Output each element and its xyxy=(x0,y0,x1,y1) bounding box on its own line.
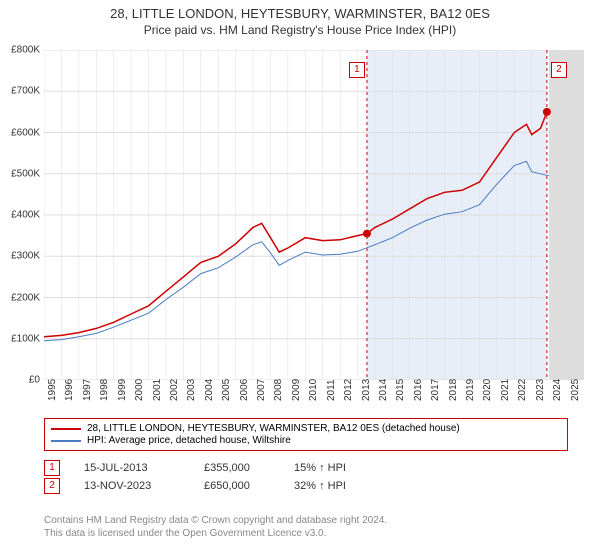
x-tick-label: 1999 xyxy=(117,379,128,401)
y-tick-label: £800K xyxy=(0,45,40,56)
y-tick-label: £700K xyxy=(0,86,40,97)
sale-row: 1 15-JUL-2013£355,00015% ↑ HPI xyxy=(44,460,414,476)
y-tick-label: £600K xyxy=(0,127,40,138)
x-tick-label: 2020 xyxy=(482,379,493,401)
x-tick-label: 1998 xyxy=(99,379,110,401)
sale-marker: 1 xyxy=(349,62,365,78)
plot-svg xyxy=(44,50,584,380)
x-tick-label: 2006 xyxy=(239,379,250,401)
x-tick-label: 2016 xyxy=(413,379,424,401)
x-tick-label: 2011 xyxy=(326,379,337,401)
sale-price: £650,000 xyxy=(204,480,294,492)
sale-marker: 2 xyxy=(551,62,567,78)
legend-item: HPI: Average price, detached house, Wilt… xyxy=(51,435,561,446)
title-address: 28, LITTLE LONDON, HEYTESBURY, WARMINSTE… xyxy=(0,6,600,21)
x-tick-label: 2013 xyxy=(361,379,372,401)
x-tick-label: 2022 xyxy=(517,379,528,401)
x-tick-label: 1997 xyxy=(82,379,93,401)
x-tick-label: 2003 xyxy=(186,379,197,401)
x-tick-label: 2012 xyxy=(343,379,354,401)
sale-row: 2 13-NOV-2023£650,00032% ↑ HPI xyxy=(44,478,414,494)
x-tick-label: 2002 xyxy=(169,379,180,401)
x-tick-label: 2023 xyxy=(535,379,546,401)
x-tick-label: 1996 xyxy=(64,379,75,401)
legend-label: 28, LITTLE LONDON, HEYTESBURY, WARMINSTE… xyxy=(87,423,460,434)
x-tick-label: 2024 xyxy=(552,379,563,401)
footnote: Contains HM Land Registry data © Crown c… xyxy=(44,514,387,540)
sale-pct: 32% ↑ HPI xyxy=(294,480,414,492)
x-tick-label: 2009 xyxy=(291,379,302,401)
x-tick-label: 1995 xyxy=(47,379,58,401)
legend-item: 28, LITTLE LONDON, HEYTESBURY, WARMINSTE… xyxy=(51,423,561,434)
sale-price: £355,000 xyxy=(204,462,294,474)
x-tick-label: 2019 xyxy=(465,379,476,401)
x-tick-label: 2008 xyxy=(273,379,284,401)
x-tick-label: 2021 xyxy=(500,379,511,401)
x-tick-label: 2014 xyxy=(378,379,389,401)
footnote-line1: Contains HM Land Registry data © Crown c… xyxy=(44,514,387,527)
titles: 28, LITTLE LONDON, HEYTESBURY, WARMINSTE… xyxy=(0,0,600,37)
legend-swatch xyxy=(51,428,81,430)
sale-date: 15-JUL-2013 xyxy=(84,462,204,474)
legend-box: 28, LITTLE LONDON, HEYTESBURY, WARMINSTE… xyxy=(44,418,568,451)
legend-label: HPI: Average price, detached house, Wilt… xyxy=(87,435,291,446)
sales-table: 1 15-JUL-2013£355,00015% ↑ HPI 2 13-NOV-202… xyxy=(44,458,414,496)
x-tick-label: 2004 xyxy=(204,379,215,401)
y-tick-label: £500K xyxy=(0,168,40,179)
chart-container: 28, LITTLE LONDON, HEYTESBURY, WARMINSTE… xyxy=(0,0,600,560)
y-tick-label: £300K xyxy=(0,251,40,262)
chart-area: £0£100K£200K£300K£400K£500K£600K£700K£80… xyxy=(44,50,584,380)
sale-pct: 15% ↑ HPI xyxy=(294,462,414,474)
x-tick-label: 2017 xyxy=(430,379,441,401)
y-tick-label: £200K xyxy=(0,292,40,303)
title-subtitle: Price paid vs. HM Land Registry's House … xyxy=(0,23,600,37)
y-tick-label: £100K xyxy=(0,333,40,344)
footnote-line2: This data is licensed under the Open Gov… xyxy=(44,527,387,540)
x-tick-label: 2010 xyxy=(308,379,319,401)
legend-swatch xyxy=(51,440,81,442)
x-tick-label: 2000 xyxy=(134,379,145,401)
sale-row-marker: 1 xyxy=(44,460,60,476)
x-tick-label: 2018 xyxy=(448,379,459,401)
sale-date: 13-NOV-2023 xyxy=(84,480,204,492)
x-tick-label: 2025 xyxy=(570,379,581,401)
x-tick-label: 2001 xyxy=(152,379,163,401)
x-tick-label: 2005 xyxy=(221,379,232,401)
sale-row-marker: 2 xyxy=(44,478,60,494)
x-tick-label: 2007 xyxy=(256,379,267,401)
x-tick-label: 2015 xyxy=(395,379,406,401)
y-tick-label: £400K xyxy=(0,210,40,221)
y-tick-label: £0 xyxy=(0,375,40,386)
